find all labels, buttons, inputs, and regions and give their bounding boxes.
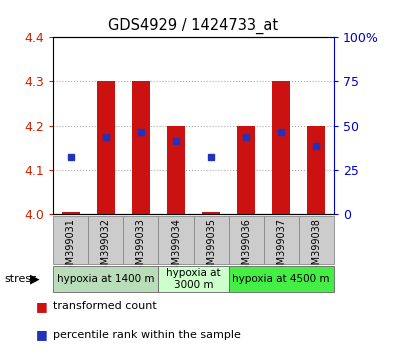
Bar (123, 216, 158, 264)
Bar (62, 212, 80, 214)
Text: hypoxia at 1400 m: hypoxia at 1400 m (57, 274, 155, 284)
Text: hypoxia at
3000 m: hypoxia at 3000 m (166, 268, 221, 290)
Bar (132, 81, 150, 214)
Bar (273, 81, 290, 214)
Text: GSM399036: GSM399036 (241, 218, 251, 277)
Text: GSM399035: GSM399035 (206, 218, 216, 277)
Text: stress: stress (4, 274, 37, 284)
Bar (202, 212, 220, 214)
Bar (97, 81, 115, 214)
Text: GSM399031: GSM399031 (66, 218, 76, 277)
Bar (167, 126, 185, 214)
Title: GDS4929 / 1424733_at: GDS4929 / 1424733_at (109, 18, 278, 34)
Text: GSM399037: GSM399037 (276, 218, 286, 277)
Bar (88, 216, 123, 264)
Text: GSM399034: GSM399034 (171, 218, 181, 277)
Bar (229, 216, 263, 264)
Text: GSM399033: GSM399033 (136, 218, 146, 277)
Bar (264, 216, 299, 264)
Text: percentile rank within the sample: percentile rank within the sample (53, 330, 241, 339)
Bar (194, 216, 229, 264)
Text: GSM399038: GSM399038 (311, 218, 321, 277)
Text: ▶: ▶ (30, 272, 40, 285)
Text: GSM399032: GSM399032 (101, 218, 111, 277)
Bar (158, 266, 229, 292)
Bar (237, 126, 255, 214)
Bar (53, 216, 88, 264)
Text: transformed count: transformed count (53, 301, 157, 311)
Text: hypoxia at 4500 m: hypoxia at 4500 m (232, 274, 330, 284)
Text: ■: ■ (36, 328, 47, 341)
Bar (158, 216, 194, 264)
Bar (229, 266, 334, 292)
Bar (307, 126, 325, 214)
Text: ■: ■ (36, 300, 47, 313)
Bar (53, 266, 158, 292)
Bar (299, 216, 334, 264)
